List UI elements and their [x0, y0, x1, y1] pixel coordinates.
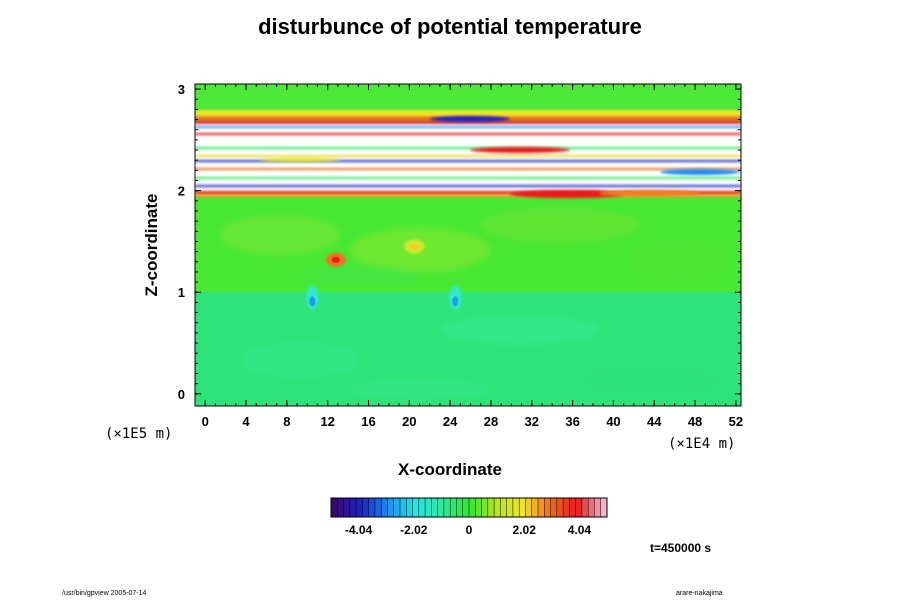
y-tick-label: 1 [178, 285, 185, 300]
colorbar-segment [519, 498, 526, 517]
colorbar-tick-label: 4.04 [568, 523, 592, 537]
colorbar-segment [337, 498, 345, 517]
x-tick-label: 32 [525, 414, 539, 429]
colorbar-segment [506, 498, 514, 517]
lower-layer-texture [240, 316, 720, 400]
feature-positive-core [410, 243, 419, 250]
colorbar-segment [381, 498, 388, 517]
x-tick-label: 24 [443, 414, 458, 429]
x-tick-label: 8 [283, 414, 290, 429]
x-ticks: 0 4 8 12 16 20 24 28 32 36 40 44 48 52 [194, 84, 743, 429]
x-unit-label: (×1E4 m) [668, 436, 736, 452]
colorbar: -4.04 -2.02 0 2.02 4.04 [330, 497, 608, 537]
plot-frame [194, 83, 742, 407]
x-axis-label: X-coordinate [398, 460, 502, 479]
colorbar-tick-label: 0 [466, 523, 473, 537]
colorbar-segment [406, 498, 414, 517]
x-tick-label: 48 [688, 414, 702, 429]
colorbar-segment [387, 498, 395, 517]
plot-area [195, 84, 741, 406]
colorbar-segment [487, 498, 495, 517]
footer-left: /usr/bin/gpview 2005-07-14 [62, 590, 147, 597]
colorbar-segment [400, 498, 407, 517]
y-tick-label: 0 [178, 387, 185, 402]
colorbar-segment [600, 498, 608, 517]
colorbar-segment [443, 498, 451, 517]
middle-layer-texture [220, 207, 730, 285]
x-tick-label: 40 [606, 414, 620, 429]
colorbar-segment [450, 498, 457, 517]
colorbar-segment [368, 498, 376, 517]
colorbar-segment [418, 498, 426, 517]
y-ticks: 0 1 2 3 [178, 82, 741, 402]
colorbar-segment [525, 498, 533, 517]
x-tick-label: 12 [320, 414, 334, 429]
footer-right: arare-nakajima [676, 590, 723, 597]
colorbar-tick-label: -4.04 [345, 523, 373, 537]
colorbar-segment [569, 498, 577, 517]
colorbar-segment [481, 498, 489, 517]
colorbar-segment [456, 498, 464, 517]
colorbar-segment [356, 498, 363, 517]
colorbar-frame [330, 497, 608, 518]
y-unit-label: (×1E5 m) [105, 426, 173, 442]
colorbar-segment [556, 498, 564, 517]
colorbar-segment [563, 498, 570, 517]
colorbar-tick-label: 2.02 [513, 523, 537, 537]
colorbar-segment [331, 498, 338, 517]
colorbar-segment [550, 498, 558, 517]
y-tick-label: 3 [178, 82, 185, 97]
colorbar-segment [588, 498, 595, 517]
colorbar-segment [431, 498, 439, 517]
colorbar-segment [531, 498, 539, 517]
colorbar-segment [594, 498, 602, 517]
colorbar-segment [393, 498, 401, 517]
colorbar-segment [412, 498, 420, 517]
feature-negative-core [309, 296, 316, 307]
colorbar-segment [500, 498, 508, 517]
colorbar-segment [494, 498, 501, 517]
colorbar-segment [343, 498, 351, 517]
x-tick-label: 16 [361, 414, 375, 429]
colorbar-segment [469, 498, 476, 517]
x-tick-label: 4 [242, 414, 250, 429]
colorbar-tick-label: -2.02 [400, 523, 428, 537]
colorbar-segment [475, 498, 483, 517]
x-tick-label: 36 [565, 414, 579, 429]
feature-negative-core [452, 296, 459, 307]
upper-band-blobs [260, 116, 740, 198]
y-tick-label: 2 [178, 184, 185, 199]
colorbar-segment [362, 498, 370, 517]
time-label: t=450000 s [650, 541, 712, 555]
colorbar-segment [581, 498, 589, 517]
colorbar-segment [462, 498, 470, 517]
colorbar-segment [538, 498, 545, 517]
colorbar-segment [544, 498, 552, 517]
x-tick-label: 20 [402, 414, 416, 429]
features-group [306, 239, 462, 310]
colorbar-segment [425, 498, 432, 517]
colorbar-segment [374, 498, 382, 517]
chart-title: disturbunce of potential temperature [258, 14, 642, 39]
x-tick-label: 52 [729, 414, 743, 429]
x-tick-label: 28 [484, 414, 498, 429]
feature-positive-core [331, 256, 340, 263]
colorbar-segment [512, 498, 520, 517]
colorbar-segment [349, 498, 357, 517]
colorbar-segment [575, 498, 583, 517]
x-tick-label: 44 [647, 414, 662, 429]
upper-band-strips [195, 121, 741, 197]
colorbar-segment [437, 498, 445, 517]
x-tick-label: 0 [202, 414, 209, 429]
